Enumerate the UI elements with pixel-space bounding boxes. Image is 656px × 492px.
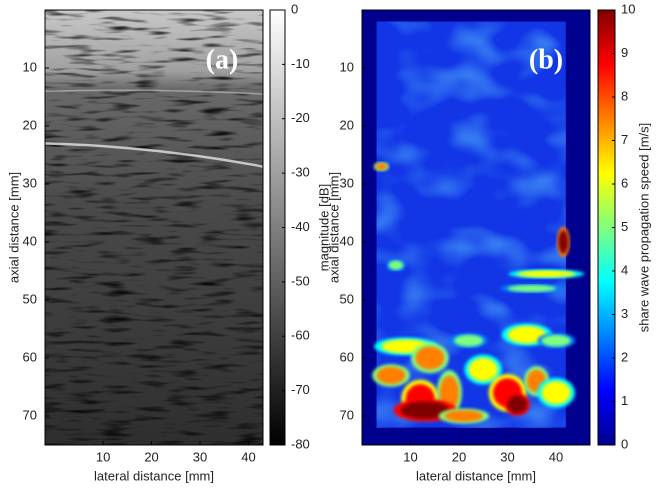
hot-spot <box>454 334 484 347</box>
y-tick-label: 60 <box>340 349 354 364</box>
hot-spot <box>507 326 547 344</box>
colorbar-tick-label: 10 <box>621 1 635 16</box>
y-tick-label: 30 <box>340 175 354 190</box>
colorbar-tick-label: -60 <box>291 328 310 343</box>
colorbar-tick-label: 6 <box>621 175 628 190</box>
image <box>45 10 263 445</box>
colorbar-tick-label: 1 <box>621 393 628 408</box>
x-tick-label: 30 <box>500 449 514 464</box>
hot-spot <box>376 366 406 385</box>
panel-label: (b) <box>529 44 563 75</box>
hot-spot <box>444 410 484 422</box>
y-tick-label: 60 <box>23 349 37 364</box>
hot-spot <box>517 270 576 278</box>
hot-spot <box>400 401 450 419</box>
colorbar-label: share wave propagation speed [m/s] <box>636 123 651 333</box>
y-tick-label: 20 <box>340 117 354 132</box>
x-tick-label: 40 <box>549 449 563 464</box>
y-tick-label: 40 <box>340 233 354 248</box>
y-axis-label: axial distance [mm] <box>6 172 21 283</box>
hot-spot <box>507 395 527 414</box>
colorbar-tick-label: 4 <box>621 262 628 277</box>
x-tick-label: 10 <box>96 449 110 464</box>
image <box>362 10 590 445</box>
x-tick-label: 30 <box>193 449 207 464</box>
hot-spot <box>468 358 498 382</box>
y-tick-label: 10 <box>340 59 354 74</box>
bright-layer <box>45 142 263 168</box>
x-tick-label: 10 <box>403 449 417 464</box>
y-tick-label: 70 <box>340 407 354 422</box>
colorbar-tick-label: 0 <box>291 1 298 16</box>
y-tick-label: 10 <box>23 59 37 74</box>
colorbar-tick-label: -40 <box>291 219 310 234</box>
hot-spot <box>541 381 571 405</box>
axes-frame <box>361 9 591 446</box>
y-axis-label: axial distance [mm] <box>326 172 341 283</box>
colorbar-tick-label: -20 <box>291 110 310 125</box>
colorbar-tick-label: 7 <box>621 132 628 147</box>
hot-spot <box>388 260 404 270</box>
x-tick-label: 40 <box>241 449 255 464</box>
colorbar-tick-label: -50 <box>291 273 310 288</box>
y-tick-label: 50 <box>23 291 37 306</box>
colorbar-tick-label: 9 <box>621 45 628 60</box>
hot-spot <box>558 230 569 254</box>
colorbar-tick-label: -10 <box>291 56 310 71</box>
panel-label: (a) <box>206 44 239 75</box>
y-tick-label: 50 <box>340 291 354 306</box>
colorbar-tick-label: 8 <box>621 88 628 103</box>
y-tick-label: 40 <box>23 233 37 248</box>
image-speckle <box>45 10 263 445</box>
axes-frame <box>44 9 264 446</box>
hot-spot <box>541 334 571 347</box>
y-tick-label: 70 <box>23 407 37 422</box>
colorbar-tick-label: 5 <box>621 219 628 234</box>
colorbar-tick-label: -30 <box>291 165 310 180</box>
hot-spot <box>375 163 388 171</box>
colorbar-tick-label: 2 <box>621 349 628 364</box>
colorbar-tick-label: 3 <box>621 306 628 321</box>
colorbar-tick-label: -70 <box>291 382 310 397</box>
hot-spot <box>507 284 557 292</box>
bright-layer <box>45 89 263 95</box>
x-axis-label: lateral distance [mm] <box>416 468 536 483</box>
hot-spot <box>415 346 445 370</box>
colorbar-label: magnitude [dB] <box>316 184 331 271</box>
x-tick-label: 20 <box>452 449 466 464</box>
x-tick-label: 20 <box>144 449 158 464</box>
x-axis-label: lateral distance [mm] <box>94 468 214 483</box>
colorbar-tick-label: -80 <box>291 436 310 451</box>
y-tick-label: 30 <box>23 175 37 190</box>
y-tick-label: 20 <box>23 117 37 132</box>
colorbar-tick-label: 0 <box>621 436 628 451</box>
